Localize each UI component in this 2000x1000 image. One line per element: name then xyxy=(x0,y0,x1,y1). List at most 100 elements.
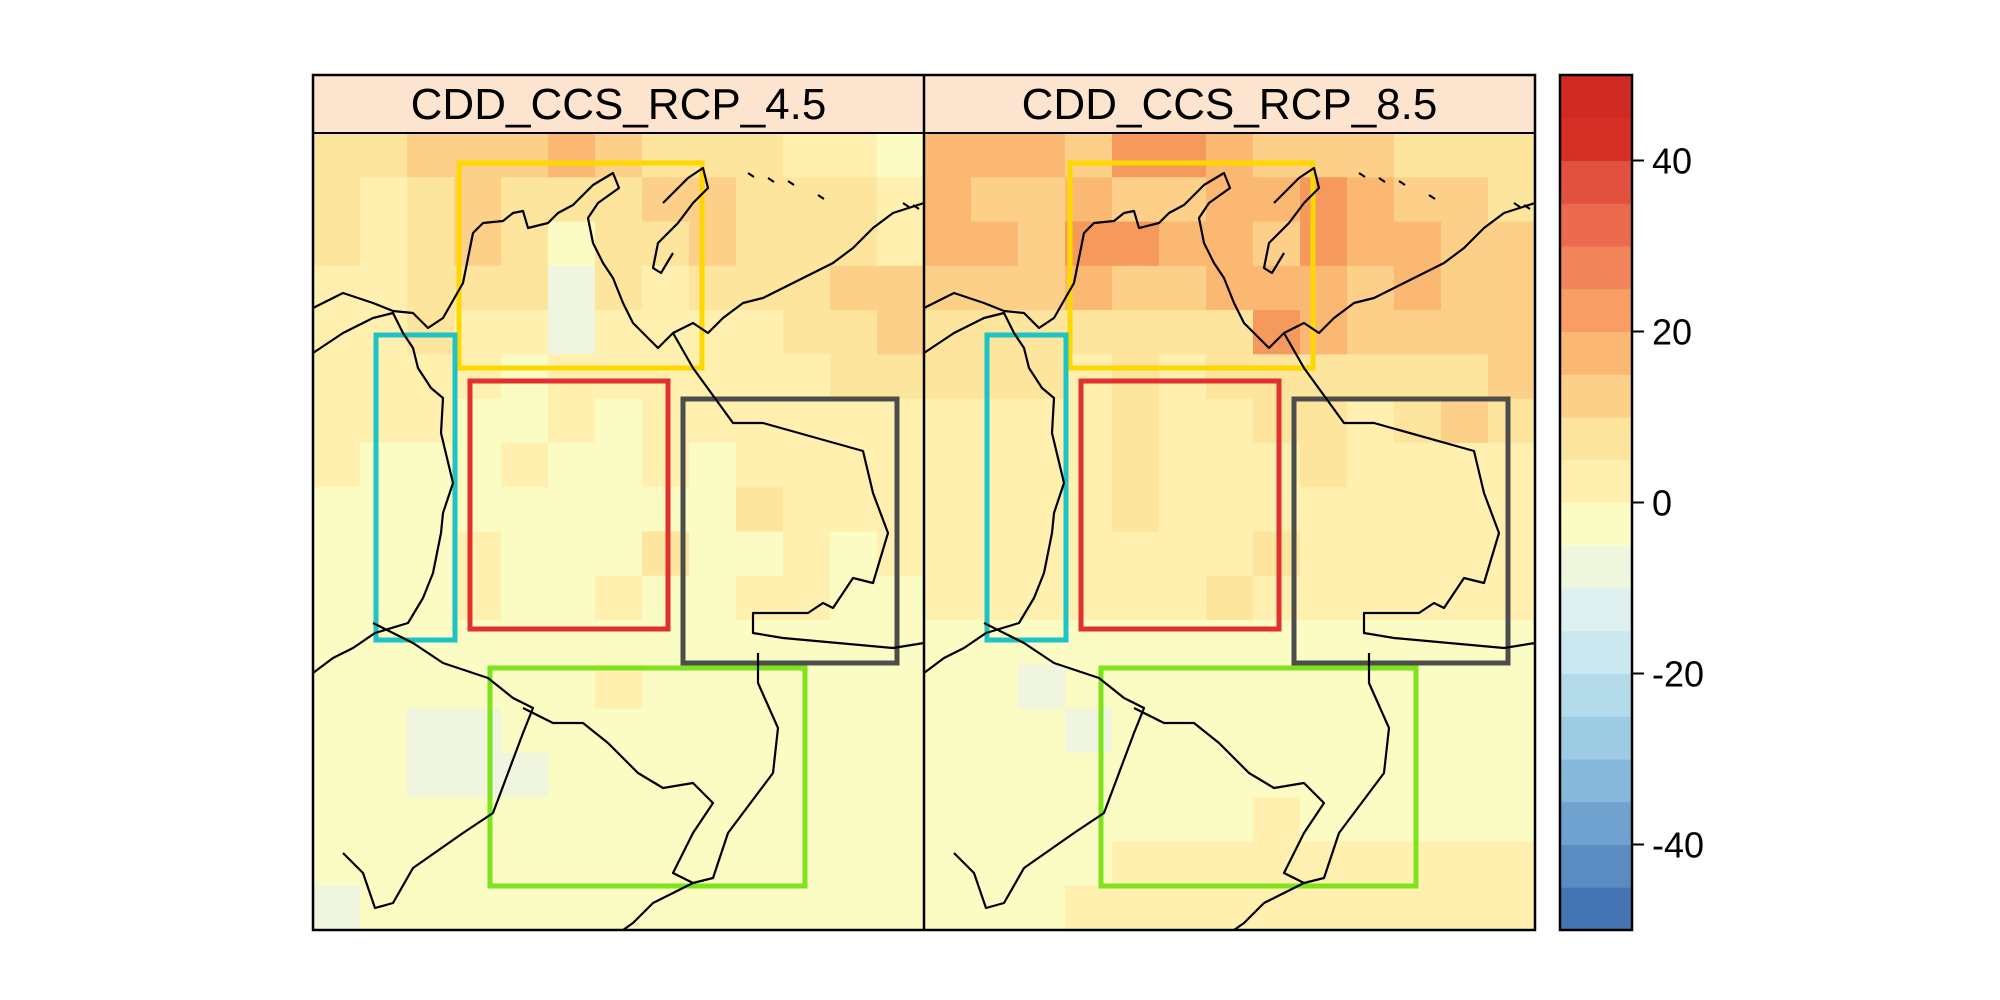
heatmap-cell xyxy=(1300,531,1348,577)
heatmap-cell xyxy=(1441,133,1489,178)
heatmap-cell xyxy=(783,221,831,267)
heatmap-cell xyxy=(454,531,502,577)
heatmap-cell xyxy=(454,442,502,488)
heatmap-cell xyxy=(501,841,549,887)
heatmap-cell xyxy=(548,265,596,311)
heatmap-cell xyxy=(360,398,408,444)
heatmap-cell xyxy=(783,442,831,488)
heatmap-cell xyxy=(924,177,972,223)
heatmap-cell xyxy=(1394,221,1442,267)
heatmap-cell xyxy=(1112,487,1160,533)
border-line xyxy=(1283,332,1536,650)
heatmap-cell xyxy=(1159,575,1207,621)
border-line xyxy=(1233,882,1305,931)
heatmap-cell xyxy=(1206,398,1254,444)
heatmap-cell xyxy=(924,664,972,710)
heatmap-cell xyxy=(1253,708,1301,754)
heatmap-cell xyxy=(360,487,408,533)
heatmap-cell xyxy=(595,664,643,710)
heatmap-cell xyxy=(1018,841,1066,887)
heatmap-cell xyxy=(689,531,737,577)
colorbar-tick-label: 40 xyxy=(1652,141,1692,182)
heatmap-cell xyxy=(1159,310,1207,355)
border-line xyxy=(923,311,1066,674)
heatmap-cell xyxy=(360,221,408,267)
colorbar-swatch xyxy=(1560,203,1632,247)
region-box-orinoquia xyxy=(680,396,900,666)
colorbar-tick-label: -20 xyxy=(1652,654,1704,695)
heatmap-cell xyxy=(830,708,878,754)
heatmap-cell xyxy=(924,708,972,754)
heatmap-cell xyxy=(1300,487,1348,533)
island xyxy=(1523,204,1531,210)
heatmap-cell xyxy=(548,752,596,798)
colorbar-swatch xyxy=(1560,117,1632,161)
region-box-amazon xyxy=(1098,665,1419,889)
island xyxy=(817,194,825,200)
heatmap-cell xyxy=(1159,354,1207,400)
heatmap-cell xyxy=(454,487,502,533)
heatmap-cell xyxy=(1065,708,1113,754)
heatmap-cell xyxy=(1206,841,1254,887)
heatmap-cell xyxy=(736,221,784,267)
heatmap-cell xyxy=(548,531,596,577)
heatmap-cell xyxy=(548,442,596,488)
heatmap-cell xyxy=(1488,531,1536,577)
heatmap-cell xyxy=(1347,133,1395,178)
heatmap-cell xyxy=(1394,265,1442,311)
heatmap-cell xyxy=(1159,797,1207,843)
heatmap-cell xyxy=(1253,664,1301,710)
heatmap-cell xyxy=(407,398,455,444)
heatmap-cell xyxy=(1441,885,1489,931)
heatmap-cell xyxy=(783,398,831,444)
heatmap-cell xyxy=(689,620,737,665)
heatmap-cell xyxy=(971,487,1019,533)
heatmap-cell xyxy=(1112,841,1160,887)
heatmap-cell xyxy=(548,708,596,754)
heatmap-cell xyxy=(407,487,455,533)
colorbar-swatch xyxy=(1560,75,1632,119)
heatmap-cell xyxy=(1488,354,1536,400)
heatmap-cell xyxy=(971,797,1019,843)
heatmap-cell xyxy=(1300,664,1348,710)
heatmap-cell xyxy=(454,177,502,223)
heatmap-cell xyxy=(642,265,690,311)
heatmap-cell xyxy=(1065,885,1113,931)
heatmap-cell xyxy=(454,752,502,798)
heatmap-cell xyxy=(830,752,878,798)
heatmap-cell xyxy=(1488,841,1536,887)
heatmap-cell xyxy=(1253,133,1301,178)
heatmap-cell xyxy=(689,133,737,178)
heatmap-cell xyxy=(783,265,831,311)
heatmap-cell xyxy=(407,797,455,843)
heatmap-cell xyxy=(830,885,878,931)
colorbar-swatch xyxy=(1560,844,1632,888)
heatmap-cell xyxy=(1018,221,1066,267)
heatmap-cell xyxy=(924,531,972,577)
heatmap-cell xyxy=(595,708,643,754)
heatmap-cell xyxy=(501,797,549,843)
heatmap-cell xyxy=(1206,664,1254,710)
heatmap-cell xyxy=(1065,531,1113,577)
region-box-caribbean xyxy=(1067,160,1316,371)
region-box-orinoquia xyxy=(1291,396,1511,666)
heatmap-cell xyxy=(360,442,408,488)
heatmap-cell xyxy=(407,841,455,887)
heatmap-cell xyxy=(736,177,784,223)
heatmap-cell xyxy=(1347,841,1395,887)
heatmap-cell xyxy=(1065,664,1113,710)
heatmap-cell xyxy=(454,664,502,710)
panel-rcp85: CDD_CCS_RCP_8.5 xyxy=(923,75,1536,931)
region-box-amazon xyxy=(487,665,808,889)
heatmap-cell xyxy=(1159,708,1207,754)
heatmap-cell xyxy=(1488,620,1536,665)
heatmap-cell xyxy=(1347,620,1395,665)
heatmap-cell xyxy=(830,133,878,178)
heatmap-cell xyxy=(1159,133,1207,178)
heatmap-cell xyxy=(548,797,596,843)
border-line xyxy=(622,882,694,931)
heatmap-cell xyxy=(877,620,925,665)
heatmap-cell xyxy=(1488,708,1536,754)
heatmap-cell xyxy=(1159,841,1207,887)
island xyxy=(767,177,775,183)
